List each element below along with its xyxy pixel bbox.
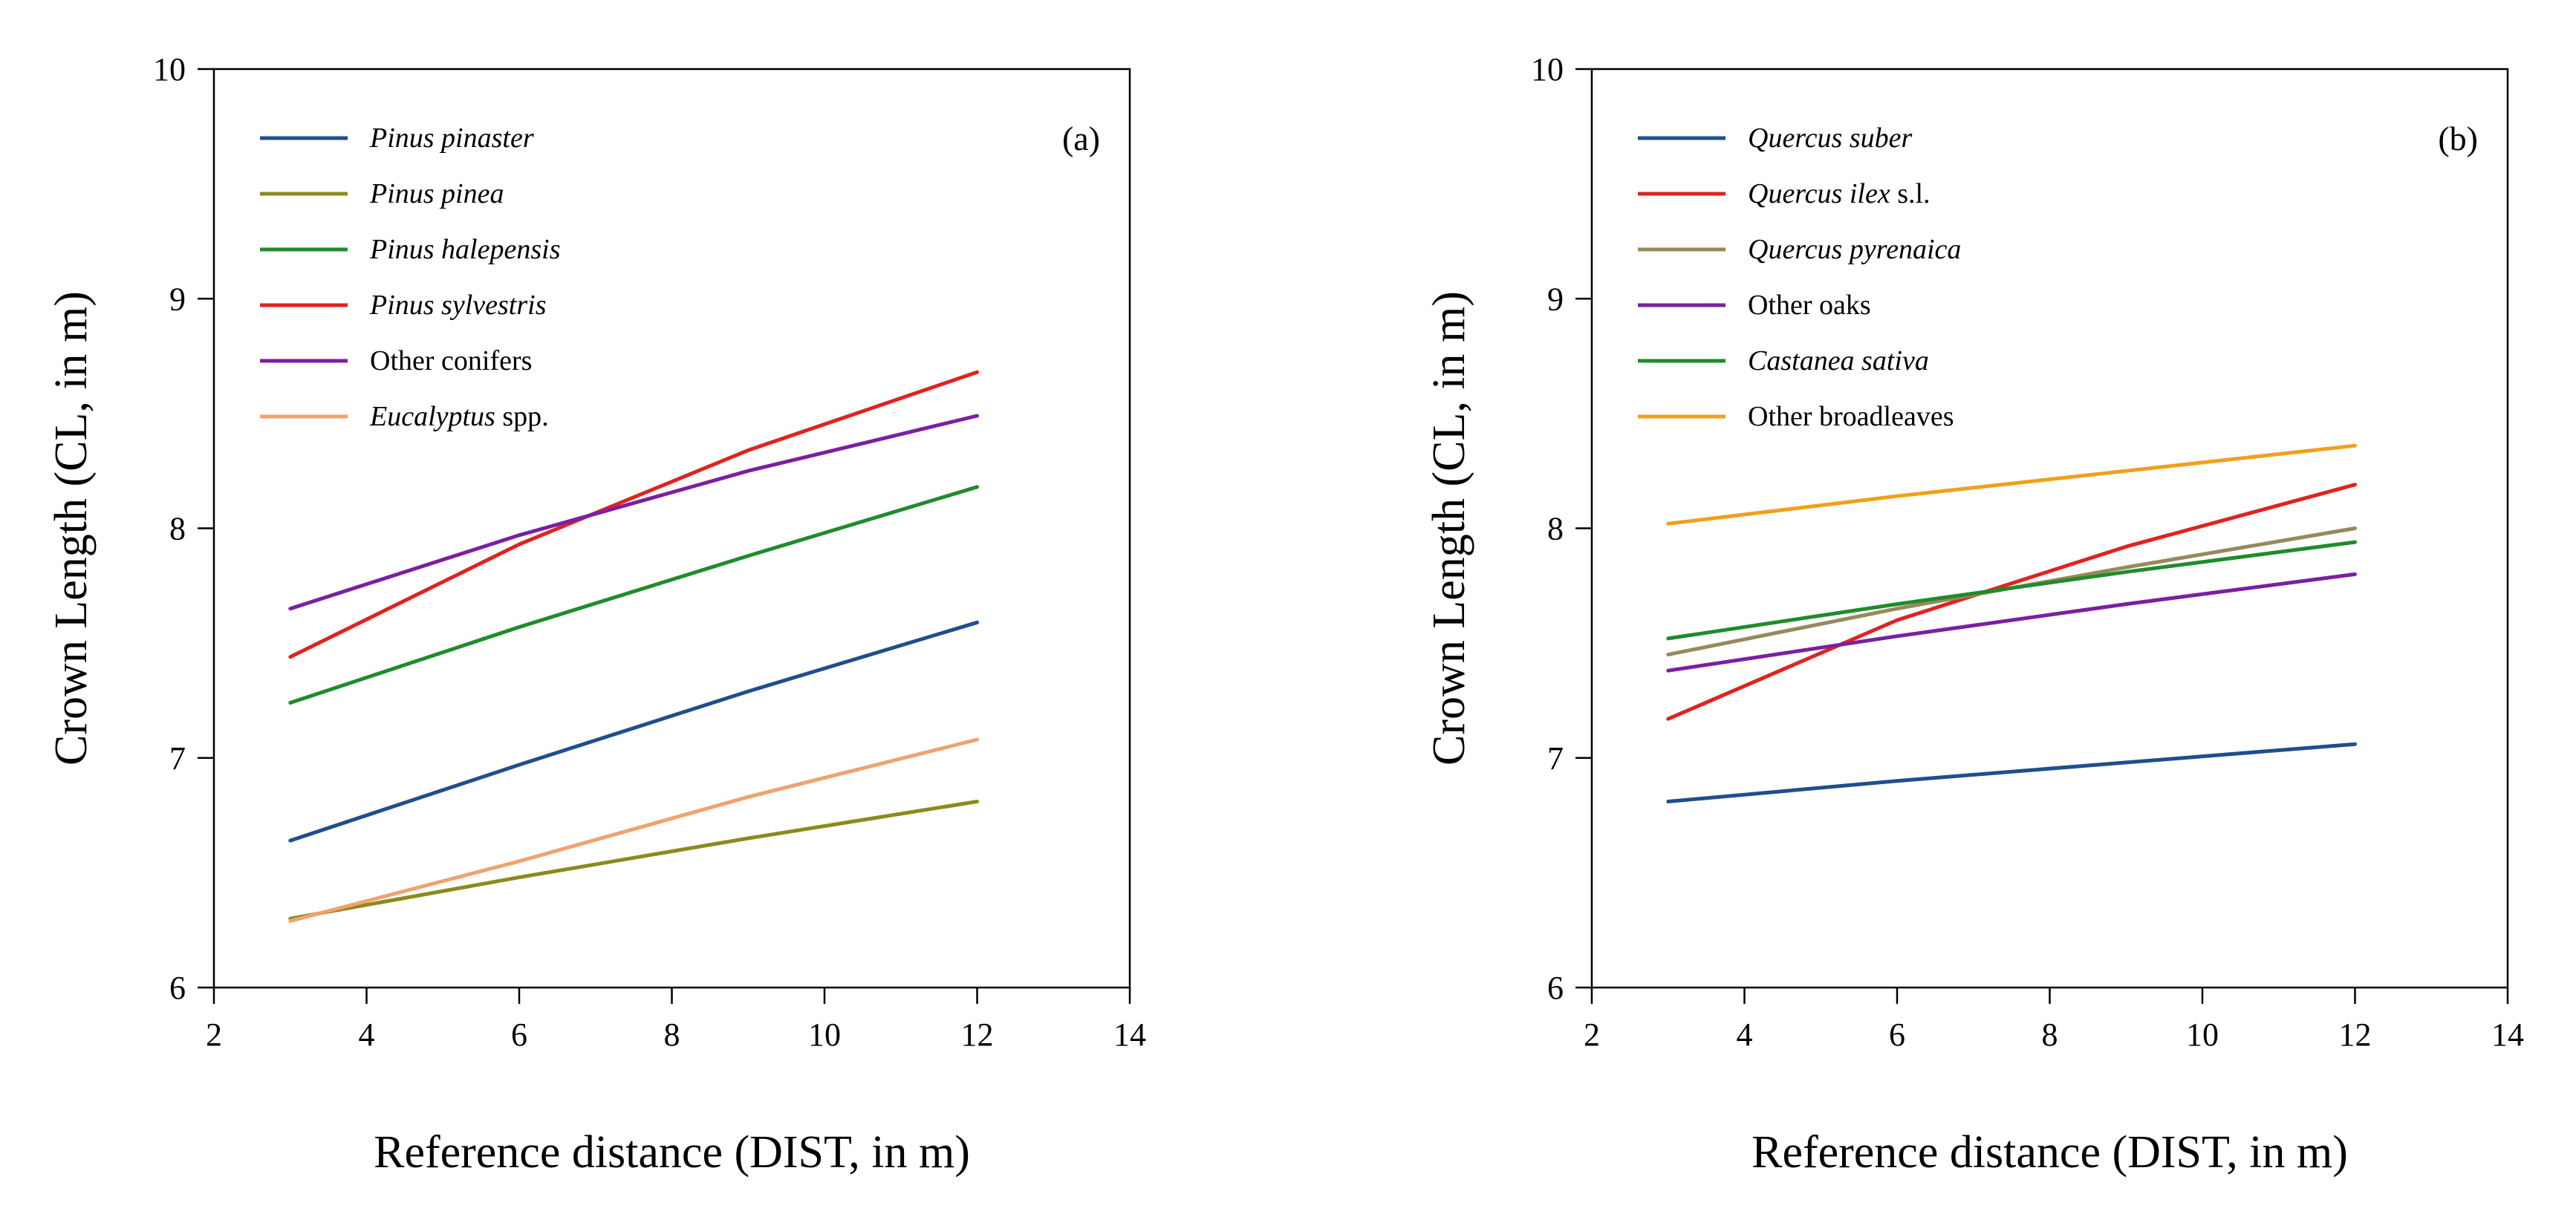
series-line-6 [1666, 443, 2357, 526]
legend-label-italic: Pinus halepensis [369, 234, 560, 265]
y-tick-label: 9 [1547, 281, 1564, 317]
panel-label: (b) [2438, 120, 2478, 157]
legend-label-italic: Pinus pinea [369, 178, 504, 209]
legend-label-italic: Castanea sativa [1748, 345, 1929, 376]
legend-label-italic: Quercus pyrenaica [1748, 234, 1961, 265]
x-tick-label: 4 [359, 1016, 375, 1053]
x-tick-label: 6 [1889, 1016, 1905, 1053]
x-tick-label: 12 [961, 1016, 994, 1053]
y-axis-title: Crown Length (CL, in m) [1424, 291, 1474, 766]
x-tick-label: 12 [2339, 1016, 2372, 1053]
legend-label-italic: Pinus pinaster [369, 123, 534, 154]
series-line-6 [288, 737, 979, 923]
x-tick-label: 4 [1737, 1016, 1753, 1053]
x-tick-label: 6 [511, 1016, 527, 1053]
legend-label: Other conifers [370, 345, 532, 376]
y-tick-label: 10 [153, 51, 186, 88]
x-tick-label: 10 [2186, 1016, 2219, 1053]
y-tick-label: 8 [169, 511, 186, 547]
legend-label: Pinus sylvestris [369, 290, 546, 321]
legend-label-text: spp. [495, 401, 549, 432]
series-line-2 [1666, 483, 2357, 721]
legend-label-text: Other conifers [370, 345, 532, 376]
x-tick-label: 8 [664, 1016, 680, 1053]
legend-label: Pinus pinaster [369, 123, 534, 154]
series-line-4 [288, 370, 979, 659]
x-tick-label: 10 [808, 1016, 841, 1053]
plot-frame [1590, 68, 2509, 989]
legend-label-italic: Quercus ilex [1748, 178, 1890, 209]
legend-label: Other broadleaves [1748, 401, 1954, 432]
y-tick-label: 6 [1547, 970, 1564, 1006]
series-line-5 [1666, 540, 2357, 641]
panel-label: (a) [1062, 120, 1100, 157]
series-line-1 [1666, 742, 2357, 803]
legend-label-italic: Eucalyptus [369, 401, 495, 432]
legend-label-italic: Pinus sylvestris [369, 290, 546, 321]
x-tick-label: 14 [2491, 1016, 2524, 1053]
legend-label: Quercus suber [1748, 123, 1912, 154]
y-tick-label: 10 [1531, 51, 1564, 88]
series-line-3 [1666, 526, 2357, 657]
y-tick-label: 7 [1547, 740, 1564, 777]
legend-label: Quercus ilex s.l. [1748, 178, 1931, 209]
legend-label: Castanea sativa [1748, 345, 1929, 376]
chart-panel-2: 2 4 6 8 10 12 14 6 7 8 9 10 Reference distance (DIST… [1424, 51, 2524, 1178]
legend-label: Pinus halepensis [369, 234, 560, 265]
y-tick-label: 9 [169, 281, 186, 317]
legend-label: Quercus pyrenaica [1748, 234, 1961, 265]
series-line-5 [288, 414, 979, 611]
legend-label-italic: Quercus suber [1748, 123, 1912, 154]
legend-label-text: s.l. [1890, 178, 1931, 209]
series-line-2 [288, 800, 979, 921]
y-tick-label: 6 [169, 970, 186, 1006]
legend-label-text: Other oaks [1748, 290, 1871, 321]
y-axis-title: Crown Length (CL, in m) [46, 291, 97, 766]
legend-label: Other oaks [1748, 290, 1871, 321]
series-line-3 [288, 485, 979, 705]
x-tick-label: 2 [1584, 1016, 1600, 1053]
legend-label: Pinus pinea [369, 178, 504, 209]
x-tick-label: 14 [1113, 1016, 1146, 1053]
legend-label: Eucalyptus spp. [369, 401, 549, 432]
x-axis-title: Reference distance (DIST, in m) [1752, 1127, 2348, 1178]
series-line-1 [288, 620, 979, 843]
chart-panel-1: 2 4 6 8 10 12 14 6 7 8 9 10 Reference distance (DIST… [46, 51, 1146, 1178]
x-axis-title: Reference distance (DIST, in m) [374, 1127, 970, 1178]
x-tick-label: 2 [206, 1016, 222, 1053]
y-tick-label: 8 [1547, 511, 1564, 547]
series-line-4 [1666, 572, 2357, 673]
x-tick-label: 8 [2042, 1016, 2058, 1053]
legend-label-text: Other broadleaves [1748, 401, 1954, 432]
y-tick-label: 7 [169, 740, 186, 777]
